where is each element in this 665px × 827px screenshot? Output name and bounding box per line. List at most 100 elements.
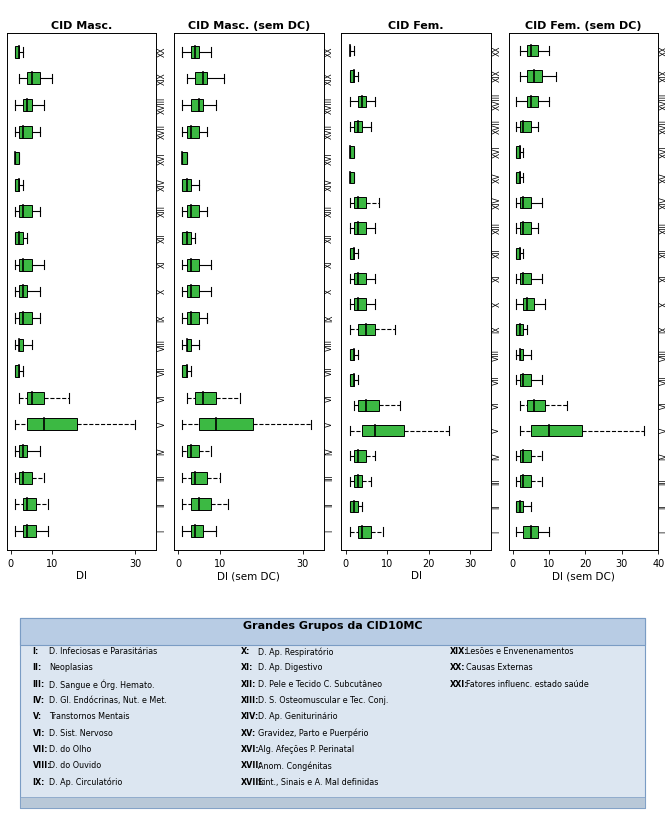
Text: D. do Ouvido: D. do Ouvido bbox=[49, 762, 101, 771]
Text: D. Infeciosas e Parasitárias: D. Infeciosas e Parasitárias bbox=[49, 648, 157, 656]
Bar bbox=[191, 471, 207, 484]
Bar bbox=[354, 273, 366, 284]
Bar bbox=[350, 501, 358, 512]
Bar bbox=[15, 152, 19, 165]
Text: Neoplasias: Neoplasias bbox=[49, 663, 92, 672]
Bar bbox=[19, 205, 31, 218]
Bar bbox=[523, 299, 535, 309]
Text: Anom. Congénitas: Anom. Congénitas bbox=[257, 762, 331, 771]
Bar bbox=[527, 45, 538, 56]
Bar bbox=[520, 197, 531, 208]
Bar bbox=[350, 349, 354, 361]
Text: X:: X: bbox=[241, 648, 251, 656]
Title: CID Fem.: CID Fem. bbox=[388, 21, 444, 31]
X-axis label: DI: DI bbox=[411, 571, 422, 581]
Bar bbox=[350, 172, 354, 183]
Bar bbox=[520, 121, 531, 132]
Text: XVIII:: XVIII: bbox=[241, 778, 266, 786]
Bar bbox=[354, 222, 366, 234]
Text: XXI:: XXI: bbox=[450, 680, 468, 689]
Text: XV:: XV: bbox=[241, 729, 257, 738]
Bar bbox=[527, 96, 538, 108]
Text: Transtornos Mentais: Transtornos Mentais bbox=[49, 713, 130, 721]
Bar bbox=[186, 259, 199, 270]
Bar bbox=[182, 366, 186, 377]
Text: XII:: XII: bbox=[241, 680, 257, 689]
Bar bbox=[350, 247, 354, 259]
Text: D. do Olho: D. do Olho bbox=[49, 745, 91, 754]
Text: Sint., Sinais e A. Mal definidas: Sint., Sinais e A. Mal definidas bbox=[257, 778, 378, 786]
Bar bbox=[354, 299, 366, 309]
Bar bbox=[195, 392, 215, 404]
Text: D. Ap. Respiratório: D. Ap. Respiratório bbox=[257, 648, 333, 657]
Bar bbox=[354, 197, 366, 208]
Text: Alg. Afeções P. Perinatal: Alg. Afeções P. Perinatal bbox=[257, 745, 354, 754]
Text: VI:: VI: bbox=[33, 729, 45, 738]
Bar bbox=[182, 179, 191, 191]
FancyBboxPatch shape bbox=[20, 796, 645, 809]
Bar bbox=[19, 338, 23, 351]
Bar bbox=[531, 425, 582, 436]
Bar bbox=[350, 70, 354, 82]
Bar bbox=[350, 374, 354, 385]
Bar bbox=[516, 323, 523, 335]
Title: CID Masc. (sem DC): CID Masc. (sem DC) bbox=[188, 21, 310, 31]
Bar bbox=[27, 418, 77, 430]
Bar bbox=[186, 285, 199, 297]
Bar bbox=[516, 501, 523, 512]
Title: CID Fem. (sem DC): CID Fem. (sem DC) bbox=[525, 21, 642, 31]
Bar bbox=[186, 338, 191, 351]
Text: II:: II: bbox=[33, 663, 42, 672]
Bar bbox=[186, 126, 199, 137]
Text: XIII:: XIII: bbox=[241, 696, 259, 705]
Text: Causas Externas: Causas Externas bbox=[466, 663, 533, 672]
Bar bbox=[527, 399, 545, 411]
Bar bbox=[523, 526, 538, 538]
Text: XIV:: XIV: bbox=[241, 713, 259, 721]
Bar bbox=[15, 232, 23, 244]
Bar bbox=[19, 471, 31, 484]
Bar bbox=[23, 499, 36, 510]
Text: XIX:: XIX: bbox=[450, 648, 468, 656]
Bar bbox=[199, 418, 253, 430]
Bar bbox=[354, 476, 362, 487]
Bar bbox=[182, 152, 186, 165]
Text: Lesões e Envenenamentos: Lesões e Envenenamentos bbox=[466, 648, 574, 656]
Bar bbox=[358, 399, 379, 411]
Title: CID Masc.: CID Masc. bbox=[51, 21, 112, 31]
Text: VII:: VII: bbox=[33, 745, 49, 754]
Text: D. Ap. Digestivo: D. Ap. Digestivo bbox=[257, 663, 322, 672]
Text: VIII:: VIII: bbox=[33, 762, 51, 771]
Bar bbox=[520, 273, 531, 284]
Bar bbox=[182, 232, 191, 244]
Bar bbox=[527, 70, 542, 82]
FancyBboxPatch shape bbox=[20, 618, 645, 645]
X-axis label: DI (sem DC): DI (sem DC) bbox=[552, 571, 615, 581]
Text: IV:: IV: bbox=[33, 696, 45, 705]
Text: D. Ap. Circulatório: D. Ap. Circulatório bbox=[49, 778, 122, 787]
Text: XVI:: XVI: bbox=[241, 745, 260, 754]
X-axis label: DI: DI bbox=[76, 571, 87, 581]
Bar bbox=[520, 450, 531, 461]
Bar bbox=[195, 72, 207, 84]
Bar bbox=[358, 323, 374, 335]
Bar bbox=[23, 525, 36, 537]
Bar bbox=[19, 259, 31, 270]
Bar bbox=[15, 179, 19, 191]
Bar bbox=[191, 45, 199, 58]
Bar bbox=[516, 146, 520, 158]
Text: I:: I: bbox=[33, 648, 39, 656]
Bar bbox=[516, 247, 520, 259]
Text: XI:: XI: bbox=[241, 663, 253, 672]
Bar bbox=[15, 366, 19, 377]
Text: D. Sist. Nervoso: D. Sist. Nervoso bbox=[49, 729, 113, 738]
Text: D. S. Osteomuscular e Tec. Conj.: D. S. Osteomuscular e Tec. Conj. bbox=[257, 696, 388, 705]
Bar bbox=[186, 205, 199, 218]
Bar bbox=[520, 374, 531, 385]
Text: XX:: XX: bbox=[450, 663, 465, 672]
Bar bbox=[23, 99, 31, 111]
Bar bbox=[354, 121, 362, 132]
Bar bbox=[19, 445, 27, 457]
Text: Fatores influenc. estado saúde: Fatores influenc. estado saúde bbox=[466, 680, 589, 689]
Bar bbox=[354, 450, 366, 461]
